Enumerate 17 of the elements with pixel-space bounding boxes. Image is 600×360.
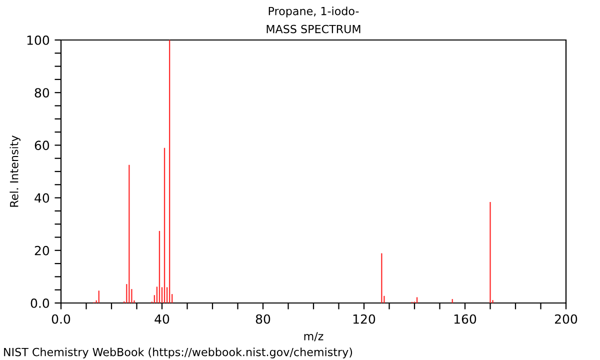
x-tick-label: 160 — [454, 314, 476, 324]
text: NIST Chemistry WebBook (https://webbook.nist.gov/chemistry) — [4, 348, 352, 358]
y-axis-title: Rel. Intensity — [10, 136, 20, 207]
y-tick-label: 0.0 — [30, 298, 50, 308]
y-tick-label: 20 — [34, 246, 50, 256]
x-tick-label: 120 — [353, 314, 376, 324]
x-tick-label: 200 — [554, 314, 578, 324]
x-tick-label: 0.0 — [52, 314, 70, 324]
y-tick-label: 40 — [34, 193, 50, 203]
chart-title: Propane, 1-iodo- — [268, 6, 359, 18]
x-tick-label: 80 — [256, 314, 270, 324]
y-tick-label: 80 — [34, 88, 50, 98]
x-tick-label: 40 — [154, 314, 170, 324]
x-axis-title: m/z — [304, 332, 324, 342]
y-tick-label: 100 — [27, 35, 50, 45]
chart-subtitle: MASS SPECTRUM — [266, 24, 360, 34]
y-tick-label: 60 — [34, 140, 50, 150]
